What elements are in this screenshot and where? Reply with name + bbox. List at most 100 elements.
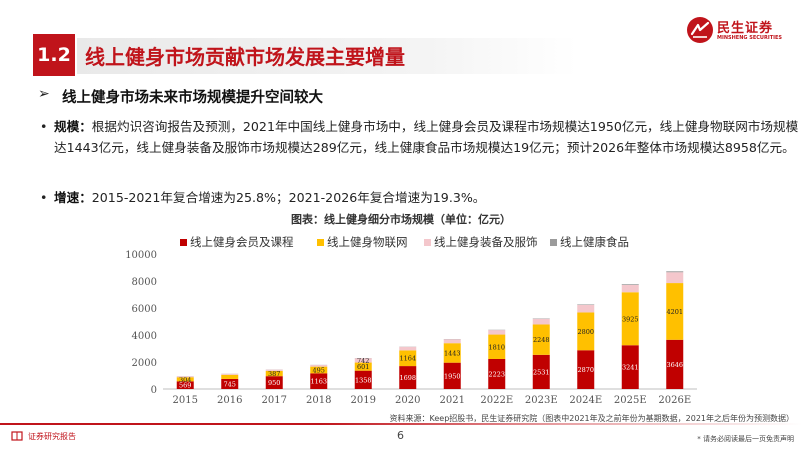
data-label: 601	[357, 363, 369, 371]
bar-segment	[532, 318, 550, 325]
bar-segment	[265, 376, 283, 389]
bar-segment	[443, 343, 461, 363]
bar-segment	[399, 350, 417, 367]
bar-segment	[310, 373, 328, 389]
paragraph-body: 增速：2015-2021年复合增速为25.8%；2021-2026年复合增速为1…	[54, 187, 802, 208]
section-number-badge: 1.2	[33, 34, 75, 76]
arrow-bullet-icon: ➢	[38, 86, 50, 102]
bar-segment	[577, 304, 595, 305]
data-label: 3646	[666, 361, 683, 369]
x-tick-label: 2015	[173, 395, 198, 406]
data-label: 4201	[666, 308, 683, 316]
x-tick-label: 2025E	[614, 395, 647, 406]
bar-segment	[621, 284, 639, 285]
bar-segment	[621, 284, 639, 293]
data-label: 1810	[488, 343, 505, 351]
bullet-icon: •	[40, 119, 48, 134]
bar-segment	[399, 346, 417, 351]
data-label: 304	[179, 376, 191, 384]
page-title: 线上健身市场贡献市场发展主要增量	[85, 45, 405, 69]
bar-segment	[488, 358, 506, 389]
paragraph-body: 规模：根据灼识咨询报告及预测，2021年中国线上健身市场中，线上健身会员及课程市…	[54, 116, 802, 158]
minsheng-logo-icon	[687, 17, 713, 43]
bar-segment	[399, 366, 417, 389]
chart-title: 图表：线上健身细分市场规模（单位：亿元）	[291, 213, 511, 226]
legend-label: 线上健身物联网	[327, 235, 408, 249]
data-label: 745	[224, 380, 236, 388]
bar-segment	[176, 376, 194, 378]
legend-swatch	[317, 239, 324, 246]
data-label: 2531	[533, 368, 550, 376]
data-label: 387	[268, 370, 280, 378]
data-label: 2248	[533, 336, 550, 344]
stacked-bar-chart: 线上健身会员及课程 线上健身物联网 线上健身装备及服饰 线上健康食品 10000 8000…	[125, 235, 697, 406]
x-tick-label: 2024E	[569, 395, 602, 406]
x-tick-label: 2026E	[658, 395, 691, 406]
bar-segment	[221, 374, 239, 379]
bar-segment	[532, 354, 550, 389]
data-label: 742	[357, 357, 369, 365]
bar-segment	[354, 370, 372, 389]
bar-segment	[354, 358, 372, 363]
data-label: 1950	[444, 372, 461, 380]
book-icon	[11, 431, 23, 441]
bar-segment	[621, 345, 639, 389]
bar-segment	[443, 362, 461, 389]
data-label: 1698	[399, 374, 416, 382]
x-tick-label: 2019	[351, 395, 376, 406]
data-label: 3241	[622, 364, 639, 372]
data-label: 950	[268, 379, 280, 387]
data-label: 569	[179, 382, 191, 390]
bar-segment	[532, 324, 550, 355]
page-number: 6	[397, 429, 404, 442]
data-label: 1164	[399, 355, 416, 363]
legend-swatch	[180, 239, 187, 246]
legend-label: 线上健身装备及服饰	[434, 235, 538, 249]
footer-divider	[0, 423, 802, 425]
y-tick-label: 8000	[132, 277, 157, 288]
data-label: 2870	[577, 366, 594, 374]
bar-segment	[577, 312, 595, 351]
legend-label: 线上健身会员及课程	[190, 235, 294, 249]
x-tick-label: 2022E	[480, 395, 513, 406]
bar-segment	[577, 350, 595, 389]
bullet-icon: •	[40, 190, 48, 205]
title-bar-background	[77, 38, 577, 74]
bar-segment	[221, 373, 239, 375]
disclaimer: * 请务必阅读最后一页免责声明	[697, 435, 794, 443]
y-tick-label: 10000	[125, 250, 157, 261]
logo-english-text: MINSHENG SECURITIES	[717, 35, 782, 41]
bar-segment	[443, 339, 461, 344]
x-tick-label: 2020	[395, 395, 420, 406]
paragraph-text: 根据灼识咨询报告及预测，2021年中国线上健身市场中，线上健身会员及课程市场规模…	[54, 119, 799, 155]
x-tick-label: 2023E	[525, 395, 558, 406]
bar-segment	[265, 370, 283, 377]
subheading: 线上健身市场未来市场规模提升空间较大	[62, 90, 323, 106]
bar-segment	[577, 304, 595, 313]
paragraph-label: 增速：	[54, 190, 92, 205]
data-label: 1358	[355, 376, 372, 384]
bar-segment	[176, 381, 194, 389]
data-label: 1163	[310, 378, 327, 386]
footer-label: 证券研究报告	[28, 432, 76, 441]
x-tick-label: 2021	[440, 395, 465, 406]
bar-segment	[221, 378, 239, 389]
bar-segment	[621, 292, 639, 346]
data-label: 1443	[444, 349, 461, 357]
bar-segment	[666, 271, 684, 273]
bar-segment	[354, 362, 372, 371]
bar-segment	[310, 364, 328, 367]
paragraph-text: 2015-2021年复合增速为25.8%；2021-2026年复合增速为19.3…	[91, 190, 486, 205]
x-tick-label: 2018	[306, 395, 331, 406]
paragraph-label: 规模：	[54, 119, 92, 134]
data-label: 495	[313, 366, 325, 374]
data-label: 3925	[622, 315, 639, 323]
y-tick-label: 2000	[132, 358, 157, 369]
company-logo: 民生证券 MINSHENG SECURITIES	[686, 14, 796, 50]
x-tick-label: 2016	[217, 395, 242, 406]
y-tick-label: 0	[151, 385, 157, 396]
bar-segment	[176, 377, 194, 382]
bar-segment	[666, 272, 684, 284]
x-tick-label: 2017	[262, 395, 287, 406]
bar-segment	[666, 339, 684, 389]
